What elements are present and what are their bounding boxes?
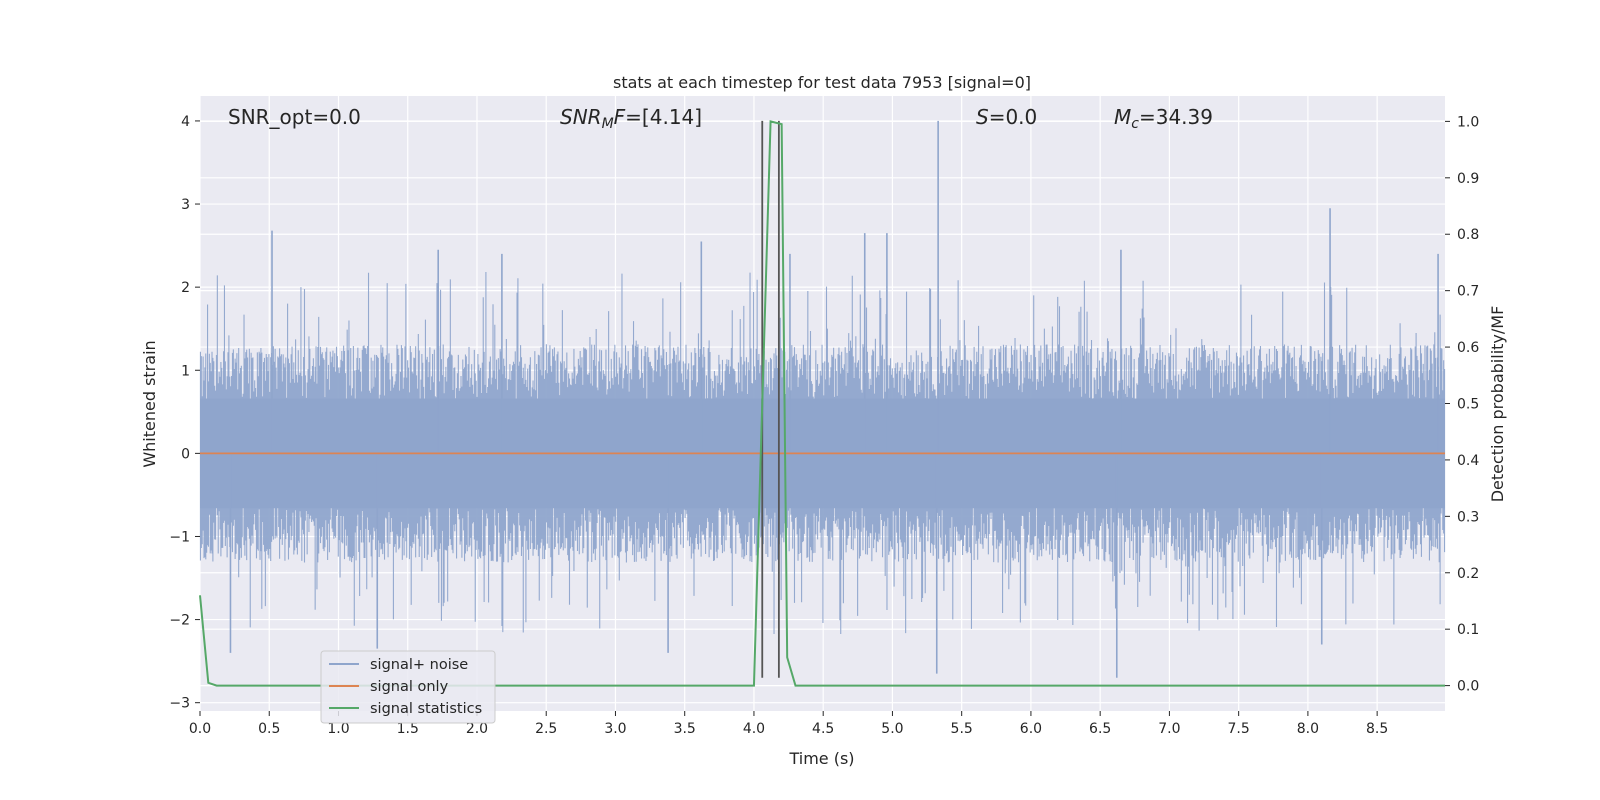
y-right-tick-label: 0.6 (1457, 340, 1479, 356)
x-tick-label: 3.5 (674, 721, 696, 737)
y-right-tick-label: 0.3 (1457, 509, 1479, 525)
x-tick-label: 1.0 (327, 721, 349, 737)
y-right-tick-label: 0.2 (1457, 566, 1479, 582)
x-tick-label: 3.0 (604, 721, 626, 737)
x-tick-label: 4.5 (812, 721, 834, 737)
y-tick-label: −2 (169, 613, 190, 629)
x-tick-label: 0.0 (189, 721, 211, 737)
snr-mf-value: =[4.14] (625, 105, 702, 129)
y-tick-label: 0 (181, 446, 190, 462)
snr-mf-tail: F (614, 105, 626, 129)
x-tick-label: 6.5 (1089, 721, 1111, 737)
y-axis-label: Whitened strain (140, 340, 159, 467)
legend-label-signal-noise: signal+ noise (370, 657, 468, 673)
y-tick-label: 4 (181, 114, 190, 130)
y-right-tick-label: 0.1 (1457, 622, 1479, 638)
series-signal-statistics (199, 120, 1445, 687)
snr-mf-sub: M (602, 116, 614, 132)
s-value: =0.0 (989, 105, 1038, 129)
legend-label-signal-only: signal only (370, 679, 449, 695)
y-tick-label: 3 (181, 197, 190, 213)
x-tick-label: 7.0 (1158, 721, 1180, 737)
y-tick-label: −3 (169, 696, 190, 712)
x-tick-label: 5.5 (951, 721, 973, 737)
tick-labels: 0.0 0.5 1.0 1.5 2.0 2.5 3.0 3.5 4.0 4.5 5.0 5.5 6.0 6… (169, 114, 1479, 737)
y-tick-label: −1 (169, 529, 190, 545)
annotation-snr-mf: SNRMF=[4.14] (560, 105, 702, 132)
signal-statistics-line (199, 120, 1445, 687)
legend-box (320, 650, 496, 724)
y-right-tick-label: 0.7 (1457, 284, 1479, 300)
x-tick-label: 2.5 (535, 721, 557, 737)
x-tick-label: 2.0 (466, 721, 488, 737)
y-axis-right-label: Detection probability/MF (1488, 306, 1507, 503)
x-tick-label: 8.5 (1366, 721, 1388, 737)
x-tick-label: 8.0 (1297, 721, 1319, 737)
x-tick-label: 0.5 (258, 721, 280, 737)
x-tick-label: 7.5 (1228, 721, 1250, 737)
annotation-snr-opt: SNR_opt=0.0 (228, 105, 361, 129)
x-axis-label: Time (s) (788, 749, 854, 768)
mc-label: M (1114, 105, 1131, 129)
snr-mf-math: SNR (560, 105, 602, 129)
x-tick-label: 1.5 (397, 721, 419, 737)
x-tick-label: 4.0 (743, 721, 765, 737)
annotation-mc: Mc=34.39 (1114, 105, 1213, 132)
chart-title: stats at each timestep for test data 795… (613, 73, 1031, 92)
x-tick-label: 6.0 (1020, 721, 1042, 737)
s-label: S (976, 105, 989, 129)
y-tick-label: 1 (181, 363, 190, 379)
y-right-tick-label: 0.8 (1457, 227, 1479, 243)
annotation-s: S=0.0 (976, 105, 1037, 129)
y-right-tick-label: 1.0 (1457, 114, 1479, 130)
y-right-tick-label: 0.4 (1457, 453, 1479, 469)
mc-value: =34.39 (1139, 105, 1213, 129)
x-tick-label: 5.0 (881, 721, 903, 737)
legend: signal+ noise signal only signal statist… (320, 650, 496, 724)
y-right-tick-label: 0.0 (1457, 679, 1479, 695)
y-right-tick-label: 0.5 (1457, 397, 1479, 413)
y-right-tick-label: 0.9 (1457, 171, 1479, 187)
y-tick-label: 2 (181, 280, 190, 296)
mc-sub: c (1131, 116, 1139, 132)
legend-label-signal-statistics: signal statistics (370, 701, 482, 717)
